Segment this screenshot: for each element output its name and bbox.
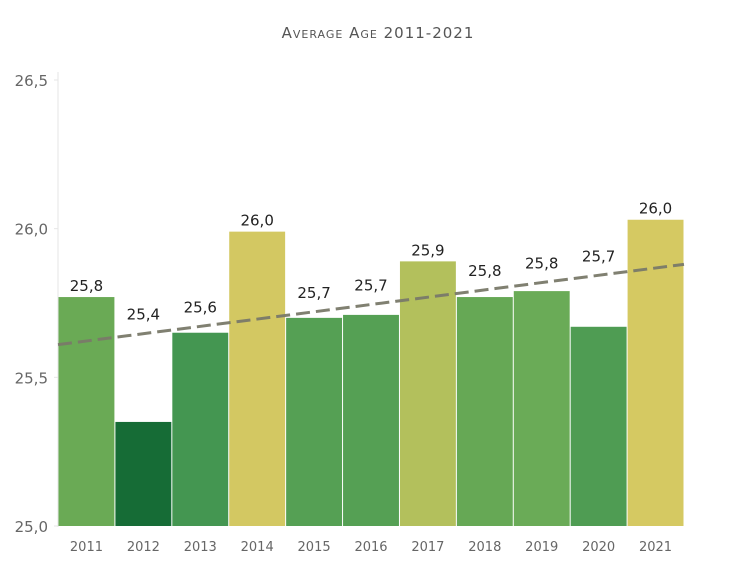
data-label: 25,8 xyxy=(468,262,501,280)
chart-title: Average Age 2011-2021 xyxy=(282,24,475,42)
data-label: 26,0 xyxy=(240,212,273,230)
x-tick-label: 2014 xyxy=(241,540,274,555)
trendline-group xyxy=(57,262,685,347)
bar-2016 xyxy=(343,314,399,526)
x-tick-label: 2011 xyxy=(70,540,103,555)
y-tick-label: 26,0 xyxy=(15,221,48,239)
y-tick-label: 26,5 xyxy=(15,72,48,90)
x-tick-label: 2015 xyxy=(298,540,331,555)
bar-2019 xyxy=(513,291,570,526)
bar-2015 xyxy=(286,317,343,526)
x-tick-label: 2019 xyxy=(525,540,558,555)
data-label: 25,7 xyxy=(582,247,615,265)
x-tick-label: 2021 xyxy=(639,540,672,555)
bars xyxy=(58,219,684,526)
bar-2014 xyxy=(229,231,286,526)
data-label: 25,6 xyxy=(184,298,217,316)
x-axis-ticks: 2011 2012 2013 2014 2015 2016 2017 2018 2019 2020… xyxy=(70,540,672,555)
bar-2020 xyxy=(570,326,627,526)
data-label: 26,0 xyxy=(639,200,672,218)
bar-2017 xyxy=(399,261,456,526)
x-tick-label: 2020 xyxy=(582,540,615,555)
data-label: 25,9 xyxy=(411,241,444,259)
y-tick-label: 25,5 xyxy=(15,369,48,387)
x-tick-label: 2017 xyxy=(411,540,444,555)
x-tick-label: 2018 xyxy=(468,540,501,555)
data-label: 25,4 xyxy=(127,306,160,324)
data-label: 25,8 xyxy=(525,255,558,273)
trendline xyxy=(57,262,685,347)
x-tick-label: 2013 xyxy=(184,540,217,555)
data-labels: 25,8 25,4 25,6 26,0 25,7 25,7 25,9 25,8 25,8 25,7… xyxy=(70,200,672,324)
data-label: 25,8 xyxy=(70,277,103,295)
x-tick-label: 2016 xyxy=(354,540,387,555)
bar-2018 xyxy=(456,297,513,526)
bar-2013 xyxy=(172,332,229,526)
bar-2012 xyxy=(115,421,172,526)
data-label: 25,7 xyxy=(354,276,387,294)
y-tick-label: 25,0 xyxy=(15,518,48,536)
bar-2011 xyxy=(58,297,115,526)
data-label: 25,7 xyxy=(297,284,330,302)
x-tick-label: 2012 xyxy=(127,540,160,555)
y-axis-ticks: 25,0 25,5 26,0 26,5 xyxy=(15,72,58,536)
